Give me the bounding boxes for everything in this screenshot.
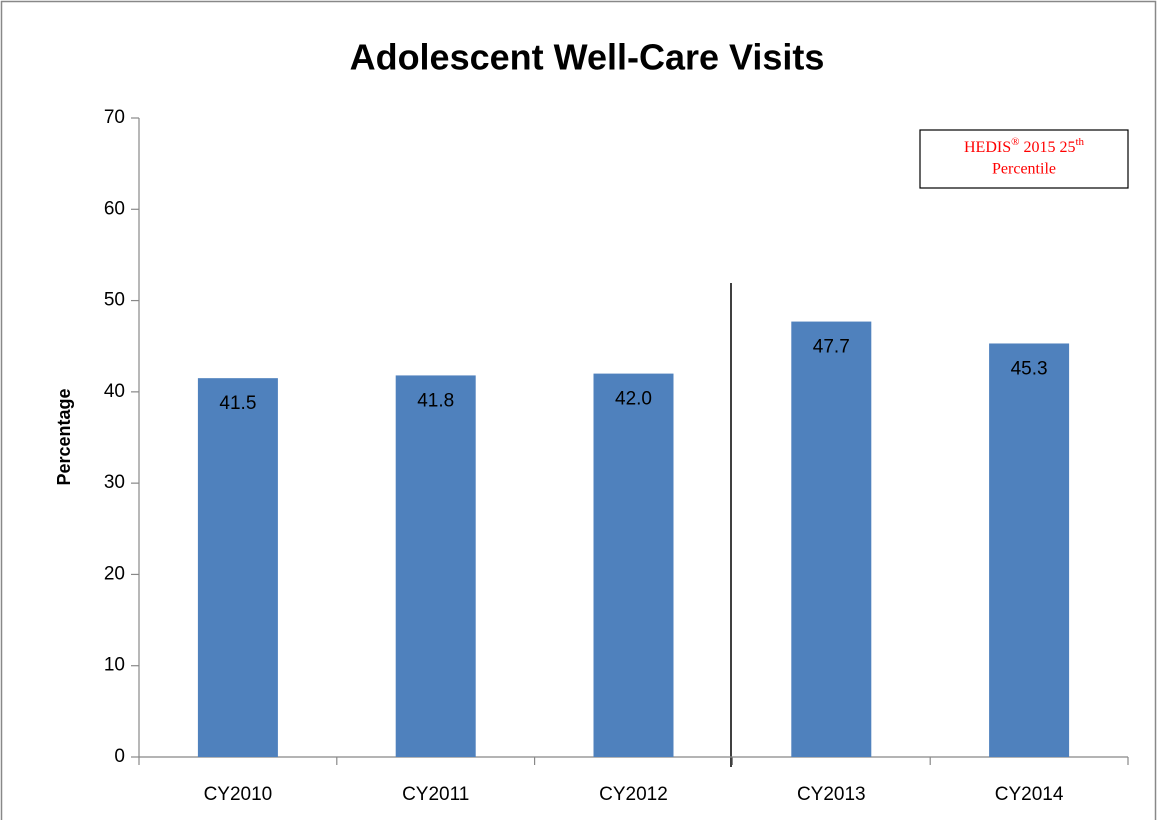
annotation-text: HEDIS bbox=[964, 139, 1011, 156]
data-label: 47.7 bbox=[813, 337, 850, 358]
y-tick-label: 40 bbox=[104, 381, 125, 402]
y-tick-label: 30 bbox=[104, 472, 125, 493]
y-axis-label: Percentage bbox=[54, 388, 74, 485]
x-tick-label: CY2010 bbox=[204, 784, 273, 805]
annotation-text: th bbox=[1075, 136, 1084, 148]
annotation-box bbox=[919, 129, 1129, 189]
chart-title: Adolescent Well-Care Visits bbox=[350, 37, 825, 78]
annotation-text: ® bbox=[1011, 136, 1019, 148]
data-label: 41.8 bbox=[417, 390, 454, 411]
bar bbox=[593, 373, 674, 757]
bar bbox=[791, 321, 872, 757]
bar bbox=[989, 343, 1070, 757]
data-label: 41.5 bbox=[219, 393, 256, 414]
bar bbox=[395, 375, 476, 757]
bar bbox=[197, 378, 278, 757]
y-tick-label: 0 bbox=[114, 746, 125, 767]
data-label: 45.3 bbox=[1011, 358, 1048, 379]
x-tick-label: CY2013 bbox=[797, 784, 866, 805]
x-tick-label: CY2011 bbox=[402, 784, 469, 805]
annotation-text: 2015 25 bbox=[1019, 139, 1075, 156]
y-tick-label: 60 bbox=[104, 198, 125, 219]
annotation-text: Percentile bbox=[992, 161, 1056, 178]
y-tick-label: 70 bbox=[104, 107, 125, 128]
y-tick-label: 50 bbox=[104, 290, 125, 311]
annotation: HEDIS® 2015 25th bbox=[964, 136, 1085, 156]
y-tick-label: 20 bbox=[104, 563, 125, 584]
data-label: 42.0 bbox=[615, 389, 652, 410]
x-tick-label: CY2012 bbox=[599, 784, 668, 805]
x-tick-label: CY2014 bbox=[995, 784, 1064, 805]
y-tick-label: 10 bbox=[104, 655, 125, 676]
